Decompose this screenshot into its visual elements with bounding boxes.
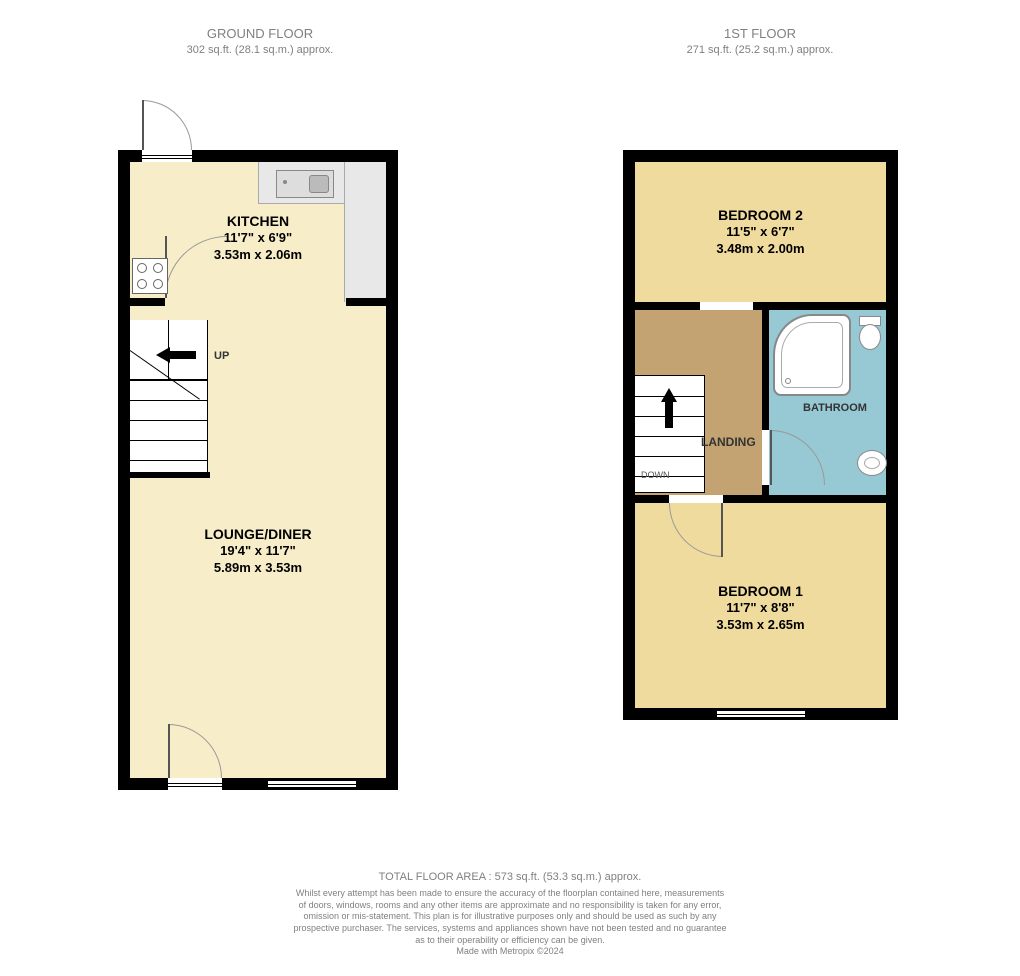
first-floor-area: 271 sq.ft. (25.2 sq.m.) approx. xyxy=(620,43,900,58)
stairs-ground xyxy=(130,320,208,475)
wall xyxy=(346,298,386,306)
wall xyxy=(723,495,886,503)
ground-floor-title: GROUND FLOOR xyxy=(120,25,400,43)
landing-label: LANDING xyxy=(701,435,756,449)
bedroom-1-label: BEDROOM 1 11'7" x 8'8" 3.53m x 2.65m xyxy=(623,582,898,634)
stairs-up-label: UP xyxy=(214,350,229,362)
footer-disclaimer: TOTAL FLOOR AREA : 573 sq.ft. (53.3 sq.m… xyxy=(0,870,1020,958)
bathtub-icon xyxy=(773,314,851,396)
bathroom-door-leaf xyxy=(770,430,772,485)
ground-floor-header: GROUND FLOOR 302 sq.ft. (28.1 sq.m.) app… xyxy=(120,25,400,59)
wall xyxy=(130,472,210,478)
wall xyxy=(635,495,669,503)
back-door-leaf xyxy=(142,100,144,150)
front-door-leaf xyxy=(168,724,170,778)
wall xyxy=(635,302,700,310)
front-door-frame xyxy=(168,783,222,787)
kitchen-label: KITCHEN 11'7" x 6'9" 3.53m x 2.06m xyxy=(118,212,398,264)
ground-floor-area: 302 sq.ft. (28.1 sq.m.) approx. xyxy=(120,43,400,58)
stairs-up-arrow-icon xyxy=(156,345,196,371)
back-door-swing xyxy=(142,100,192,150)
bed1-door-leaf xyxy=(721,503,723,557)
wall xyxy=(762,310,769,430)
down-label: DOWN xyxy=(641,470,670,480)
first-floor-plan: BEDROOM 2 11'5" x 6'7" 3.48m x 2.00m BED… xyxy=(623,150,898,720)
wall xyxy=(623,150,898,162)
first-floor-header: 1ST FLOOR 271 sq.ft. (25.2 sq.m.) approx… xyxy=(620,25,900,59)
bathroom-label: BATHROOM xyxy=(803,402,867,414)
first-floor-title: 1ST FLOOR xyxy=(620,25,900,43)
basin-icon xyxy=(857,450,887,476)
bedroom-1-window xyxy=(717,710,805,718)
ground-floor-plan: UP KITCHEN 11'7" x 6'9" 3.53m x 2.06m LO… xyxy=(118,150,398,790)
wall xyxy=(130,298,165,306)
total-area: TOTAL FLOOR AREA : 573 sq.ft. (53.3 sq.m… xyxy=(0,870,1020,884)
lounge-window xyxy=(268,780,356,788)
lounge-label: LOUNGE/DINER 19'4" x 11'7" 5.89m x 3.53m xyxy=(118,525,398,577)
wall xyxy=(118,778,398,790)
stairs-arrow-icon xyxy=(659,388,679,434)
sink-icon xyxy=(276,170,334,198)
toilet-icon xyxy=(859,316,881,350)
wall xyxy=(753,302,886,310)
back-door-frame xyxy=(142,155,192,159)
bedroom-2-label: BEDROOM 2 11'5" x 6'7" 3.48m x 2.00m xyxy=(623,206,898,258)
